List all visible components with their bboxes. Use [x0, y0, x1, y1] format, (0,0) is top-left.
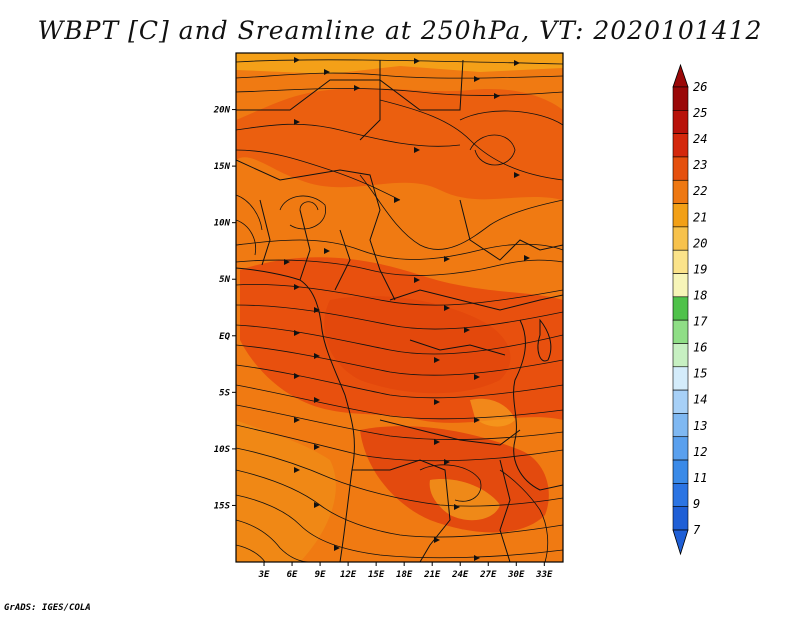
longitude-ticks: 3E 6E 9E 12E 15E 18E 21E 24E 27E 30E 33E	[258, 562, 553, 580]
colorbar-segment	[672, 86, 689, 111]
colorbar-label: 23	[693, 158, 707, 172]
colorbar-over-arrow	[672, 63, 689, 88]
latitude-ticks: 20N 15N 10N 5N EQ 5S 10S 15S	[213, 106, 236, 511]
colorbar-label: 18	[693, 288, 707, 302]
colorbar-label: 17	[693, 315, 708, 329]
lat-tick-label: 15N	[214, 162, 231, 172]
colorbar-label: 24	[693, 132, 707, 146]
colorbar-segment	[672, 203, 689, 228]
map-frame	[235, 52, 564, 563]
grads-credit: GrADS: IGES/COLA	[4, 603, 91, 613]
colorbar-label: 15	[693, 367, 707, 381]
colorbar-label: 25	[693, 106, 707, 120]
colorbar-under-arrow	[672, 529, 689, 556]
colorbar-segment	[672, 483, 689, 507]
map-title: WBPT [C] and Sreamline at 250hPa, VT: 20…	[37, 16, 763, 45]
colorbar-segment	[672, 319, 689, 344]
colorbar-segment	[672, 389, 689, 414]
colorbar-segment	[672, 459, 689, 484]
colorbar-segment	[672, 343, 689, 368]
colorbar-label: 14	[693, 393, 707, 407]
colorbar-segment	[672, 366, 689, 391]
colorbar-segment	[672, 436, 689, 461]
colorbar-label: 22	[693, 184, 707, 198]
lon-tick-label: 12E	[340, 570, 357, 580]
colorbar-segment	[672, 156, 689, 181]
lon-tick-label: 6E	[287, 570, 298, 580]
colorbar: 7 9 11 12 13 14 15 16 17 18 19 20 21 22 23 24 25 26	[672, 63, 708, 556]
colorbar-segment	[672, 506, 689, 531]
colorbar-segment	[672, 413, 689, 438]
colorbar-label: 7	[693, 523, 701, 537]
streamline-arrows	[284, 57, 530, 561]
lat-tick-label: EQ	[219, 332, 230, 342]
colorbar-label: 19	[693, 262, 707, 276]
lon-tick-label: 3E	[258, 570, 270, 580]
lon-tick-label: 18E	[396, 570, 413, 580]
colorbar-label: 11	[693, 471, 707, 485]
colorbar-segment	[672, 110, 689, 134]
lon-tick-label: 30E	[507, 570, 525, 580]
lon-tick-label: 21E	[423, 570, 441, 580]
colorbar-label: 20	[693, 236, 707, 250]
colorbar-label: 9	[693, 497, 700, 511]
lon-tick-label: 24E	[451, 570, 469, 580]
streamlines	[236, 59, 563, 562]
colorbar-segment	[672, 296, 689, 321]
lon-tick-label: 15E	[368, 570, 385, 580]
colorbar-label: 13	[693, 419, 707, 433]
colorbar-segment	[672, 226, 689, 251]
colorbar-segment	[672, 249, 689, 274]
colorbar-label: 12	[693, 445, 707, 459]
colorbar-label: 26	[693, 80, 707, 94]
colorbar-segment	[672, 273, 689, 298]
lon-tick-label: 33E	[535, 570, 553, 580]
lat-tick-label: 10N	[214, 219, 231, 229]
lon-tick-label: 27E	[479, 570, 497, 580]
colorbar-label: 16	[693, 341, 707, 355]
colorbar-segment	[672, 179, 689, 204]
lon-tick-label: 9E	[315, 570, 326, 580]
colorbar-label: 21	[693, 210, 707, 224]
country-borders	[236, 59, 563, 562]
lat-tick-label: 5N	[219, 275, 230, 285]
lat-tick-label: 5S	[219, 388, 230, 398]
colorbar-segment	[672, 133, 689, 158]
lat-tick-label: 15S	[214, 501, 231, 511]
lat-tick-label: 20N	[213, 106, 231, 116]
lat-tick-label: 10S	[214, 445, 231, 455]
